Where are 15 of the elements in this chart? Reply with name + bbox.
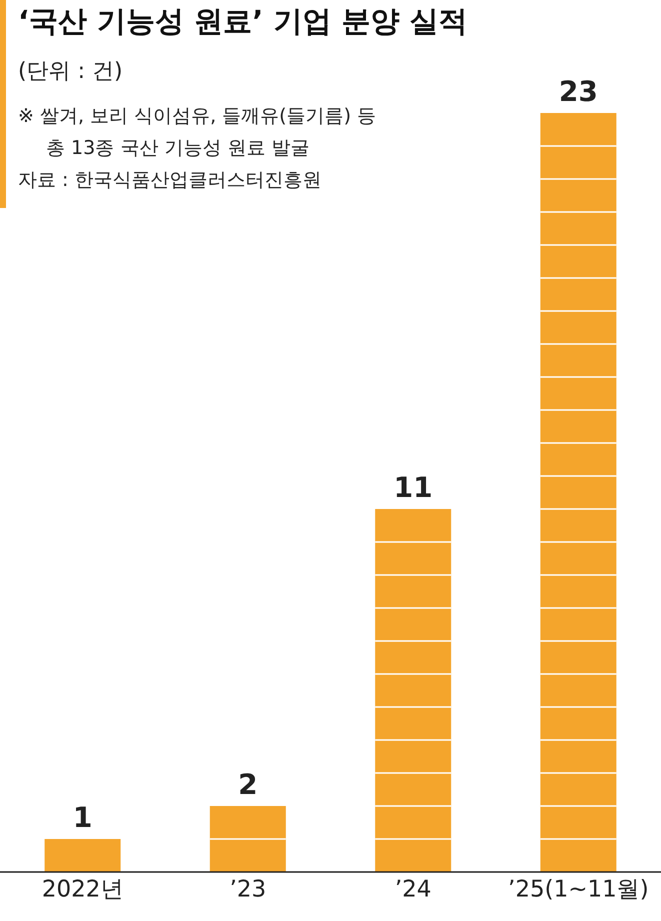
annotation: 자료 : 한국식품산업클러스터진흥원 (18, 168, 322, 193)
data-label: 11 (394, 471, 433, 504)
data-label: 23 (558, 75, 598, 108)
chart-title: ‘국산 기능성 원료’ 기업 분양 실적 (18, 3, 468, 40)
x-tick-label: ’24 (394, 876, 432, 902)
data-label: 1 (72, 801, 92, 834)
annotation: ※ 쌀겨, 보리 식이섬유, 들깨유(들기름) 등 총 13종 국산 기능성 원료 발굴 (18, 104, 376, 161)
bar (44, 839, 121, 872)
x-tick-label: ’25(1~11월) (508, 876, 649, 902)
bar (210, 806, 286, 872)
bar (375, 509, 452, 872)
data-label: 2 (238, 768, 258, 801)
x-tick-label: ’23 (230, 876, 266, 902)
x-tick-label: 2022년 (42, 876, 124, 902)
chart-subtitle: (단위 : 건) (18, 58, 123, 86)
